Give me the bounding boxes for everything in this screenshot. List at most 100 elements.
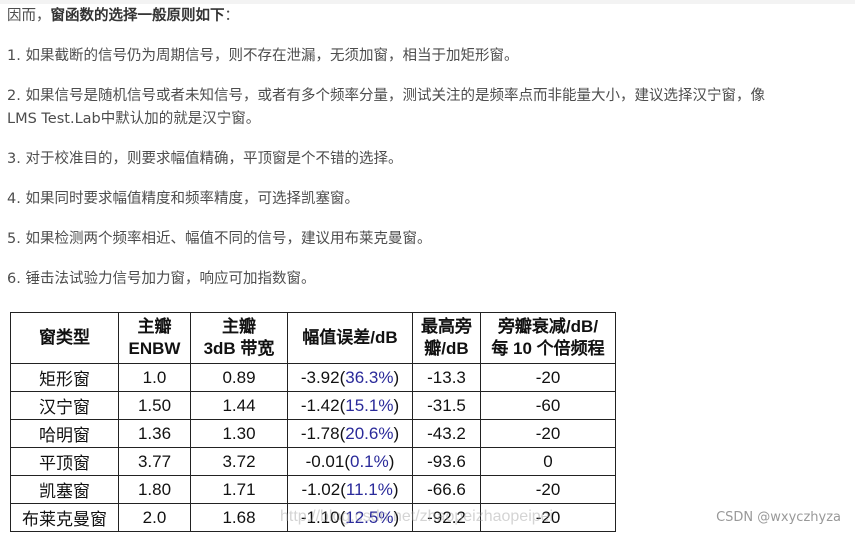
table-cell: -1.42(15.1%) (287, 391, 413, 420)
table-cell: -66.6 (412, 475, 481, 504)
table-cell: 1.80 (118, 475, 191, 504)
cell-value: -0.01 (305, 451, 345, 471)
column-header: 主瓣 ENBW (118, 312, 191, 364)
cell-value: 1.36 (137, 423, 172, 443)
cell-value: -3.92 (300, 367, 340, 387)
column-header: 主瓣 3dB 带宽 (190, 312, 288, 364)
table-cell: 0.89 (190, 363, 288, 392)
cell-value: 1.80 (137, 479, 172, 499)
header-text: ENBW (128, 339, 181, 358)
top-bar (0, 0, 855, 4)
header-text: 最高旁 (421, 317, 472, 336)
cell-value: -20 (535, 423, 561, 443)
cell-value: 矩形窗 (39, 370, 90, 389)
rule-2: 2. 如果信号是随机信号或者未知信号，或者有多个频率分量，测试关注的是频率点而非… (7, 88, 765, 104)
table-row: 平顶窗 3.77 3.72 -0.01(0.1%) -93.6 0 (10, 447, 616, 476)
table-cell: -20 (480, 419, 616, 448)
header-text: 窗类型 (39, 328, 90, 347)
table-cell: -31.5 (412, 391, 481, 420)
table-cell: -1.78(20.6%) (287, 419, 413, 448)
table-cell: 汉宁窗 (10, 391, 119, 420)
intro-suffix: ： (224, 8, 240, 24)
table-cell: 0 (480, 447, 616, 476)
cell-value: -31.5 (427, 395, 466, 415)
column-header: 旁瓣衰减/dB/每 10 个倍频程 (480, 312, 616, 364)
cell-value: 2.0 (142, 507, 167, 527)
table-cell: -1.02(11.1%) (287, 475, 413, 504)
cell-value: 1.68 (222, 507, 256, 527)
header-text: 幅值误差/dB (302, 328, 398, 347)
header-text: 主瓣 (222, 317, 256, 336)
cell-value: 1.30 (222, 423, 256, 443)
header-text: 3dB 带宽 (203, 339, 275, 358)
table-cell: 3.77 (118, 447, 191, 476)
header-text: 主瓣 (137, 317, 172, 336)
cell-value: -92.2 (427, 507, 466, 527)
table-cell: -20 (480, 363, 616, 392)
cell-value: 布莱克曼窗 (22, 510, 107, 529)
table-cell: -13.3 (412, 363, 481, 392)
header-text: 瓣/dB (424, 339, 469, 358)
watermark: http://blog.csdn.net/zhaopeizhaopeipei (280, 508, 554, 525)
table-cell: -0.01(0.1%) (287, 447, 413, 476)
cell-value: 1.44 (222, 395, 256, 415)
table-cell: -93.6 (412, 447, 481, 476)
table-cell: 哈明窗 (10, 419, 119, 448)
table-row: 汉宁窗 1.50 1.44 -1.42(15.1%) -31.5 -60 (10, 391, 616, 420)
table-cell: -20 (480, 475, 616, 504)
cell-value: -93.6 (427, 451, 466, 471)
table-cell: 1.50 (118, 391, 191, 420)
table-row: 矩形窗 1.0 0.89 -3.92(36.3%) -13.3 -20 (10, 363, 616, 392)
column-header: 幅值误差/dB (287, 312, 413, 364)
cell-value: -13.3 (427, 367, 466, 387)
table-cell: 凯塞窗 (10, 475, 119, 504)
cell-value: 哈明窗 (39, 426, 90, 445)
rule-2-cont: LMS Test.Lab中默认加的就是汉宁窗。 (7, 111, 261, 127)
intro-line: 因而，窗函数的选择一般原则如下： (7, 5, 239, 28)
window-comparison-table: 窗类型 主瓣 ENBW 主瓣 3dB 带宽 幅值误差/dB 最高旁 瓣/dB 旁瓣衰减/dB/每… (10, 312, 616, 532)
cell-value: -60 (535, 395, 561, 415)
csdn-credit: CSDN @wxyczhyza (716, 510, 841, 525)
table-cell: 3.72 (190, 447, 288, 476)
cell-value: -20 (535, 367, 561, 387)
cell-value: 0 (543, 451, 553, 471)
column-header: 窗类型 (10, 312, 119, 364)
rule-1: 1. 如果截断的信号仍为周期信号，则不存在泄漏，无须加窗，相当于加矩形窗。 (7, 48, 519, 64)
rule-3: 3. 对于校准目的，则要求幅值精确，平顶窗是个不错的选择。 (7, 151, 403, 167)
cell-value: -66.6 (427, 479, 466, 499)
table-cell: 1.0 (118, 363, 191, 392)
intro-prefix: 因而， (7, 8, 51, 24)
table-cell: -43.2 (412, 419, 481, 448)
rule-6: 6. 锤击法试验力信号加力窗，响应可加指数窗。 (7, 271, 316, 287)
cell-value: 1.0 (142, 367, 167, 387)
percent-value: 36.3% (345, 367, 394, 387)
cell-value: -1.78 (300, 423, 340, 443)
table-cell: -3.92(36.3%) (287, 363, 413, 392)
table-cell: -20 (480, 503, 616, 532)
table-row: 布莱克曼窗 2.0 1.68 -1.10(12.5%) -92.2 -20 (10, 503, 616, 532)
cell-value: 汉宁窗 (39, 398, 90, 417)
table-cell: -60 (480, 391, 616, 420)
table-cell: 2.0 (118, 503, 191, 532)
header-text: 旁瓣衰减/dB/ (497, 317, 599, 336)
rule-5: 5. 如果检测两个频率相近、幅值不同的信号，建议用布莱克曼窗。 (7, 231, 432, 247)
table-cell: 平顶窗 (10, 447, 119, 476)
table-cell: 1.36 (118, 419, 191, 448)
cell-value: 3.72 (222, 451, 256, 471)
cell-value: -1.42 (300, 395, 340, 415)
table-cell: 1.44 (190, 391, 288, 420)
rule-4: 4. 如果同时要求幅值精度和频率精度，可选择凯塞窗。 (7, 191, 359, 207)
table-cell: 1.30 (190, 419, 288, 448)
table-cell: 1.68 (190, 503, 288, 532)
cell-value: 1.71 (222, 479, 256, 499)
cell-value: 1.50 (137, 395, 172, 415)
table-cell: 布莱克曼窗 (10, 503, 119, 532)
percent-value: 11.1% (345, 479, 393, 499)
cell-value: -1.10 (300, 507, 340, 527)
cell-value: -20 (535, 479, 561, 499)
table-row: 凯塞窗 1.80 1.71 -1.02(11.1%) -66.6 -20 (10, 475, 616, 504)
table-cell: 1.71 (190, 475, 288, 504)
percent-value: 15.1% (345, 395, 394, 415)
column-header: 最高旁瓣/dB (412, 312, 481, 364)
table-header: 窗类型 主瓣 ENBW 主瓣 3dB 带宽 幅值误差/dB 最高旁 瓣/dB 旁瓣衰减/dB/每… (10, 312, 616, 364)
